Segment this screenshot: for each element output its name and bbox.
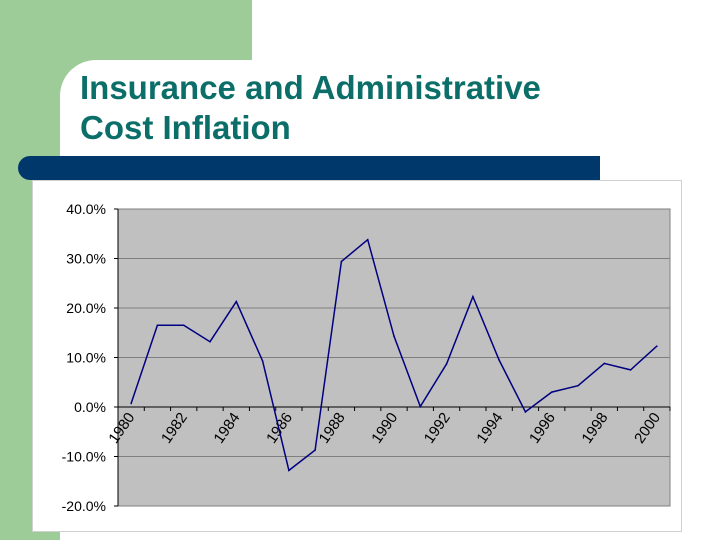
slide-title-line-1: Insurance and Administrative xyxy=(80,69,541,106)
data-point xyxy=(445,363,448,365)
data-point xyxy=(261,360,264,362)
data-point xyxy=(498,359,500,361)
data-point xyxy=(419,405,422,408)
y-tick-label: 40.0% xyxy=(66,201,106,217)
y-tick-label: 20.0% xyxy=(66,300,106,316)
data-point xyxy=(603,362,606,365)
y-tick-label: 10.0% xyxy=(66,350,106,366)
data-point xyxy=(235,300,238,303)
y-tick-label: -20.0% xyxy=(62,498,106,514)
y-tick-label: 0.0% xyxy=(74,399,106,415)
data-point xyxy=(366,238,369,241)
data-point xyxy=(182,324,185,327)
data-point xyxy=(340,260,343,263)
data-point xyxy=(577,384,579,387)
data-point xyxy=(472,295,474,298)
slide-title-line-2: Cost Inflation xyxy=(80,109,291,146)
data-point xyxy=(524,411,527,413)
top-white-area xyxy=(252,0,720,60)
title-divider-bar xyxy=(18,156,600,180)
data-point xyxy=(314,449,316,451)
data-point xyxy=(130,402,132,405)
data-point xyxy=(156,324,159,327)
data-point xyxy=(209,340,211,343)
data-point xyxy=(288,469,290,472)
slide-title: Insurance and Administrative Cost Inflat… xyxy=(80,68,620,148)
data-point xyxy=(393,335,395,338)
chart-frame: -20.0% -10.0% 0.0% 10.0% 20.0% 30.0% 40.0% 1980… xyxy=(32,180,682,532)
y-tick-label: -10.0% xyxy=(62,449,106,465)
line-chart: -20.0%-10.0%0.0%10.0%20.0%30.0%40.0%1980… xyxy=(62,201,671,514)
data-point xyxy=(550,391,553,393)
data-point xyxy=(629,369,632,371)
y-tick-label: 30.0% xyxy=(66,251,106,267)
data-point xyxy=(656,345,658,347)
